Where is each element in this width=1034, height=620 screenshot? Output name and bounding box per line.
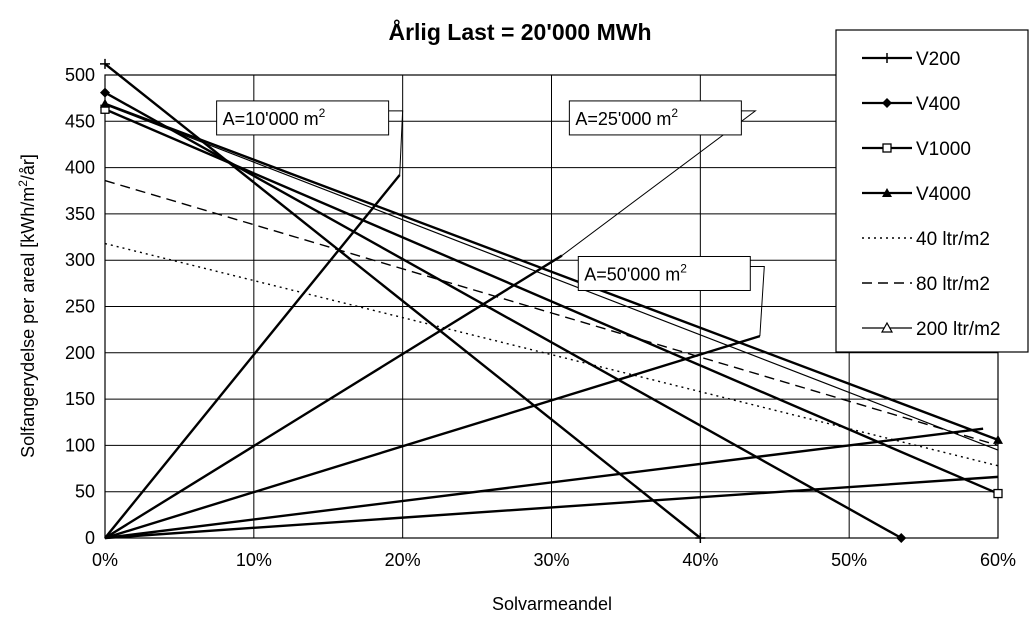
- chart-title: Årlig Last = 20'000 MWh: [388, 18, 651, 45]
- area-line-3: [104, 334, 761, 540]
- annotation-sup: 2: [680, 261, 687, 275]
- y-tick-label: 300: [65, 250, 95, 270]
- area-line-1: [104, 174, 401, 539]
- x-tick-label: 40%: [682, 550, 718, 570]
- area-line-4: [104, 427, 984, 540]
- area-lines-group: [104, 174, 999, 540]
- series-point-v200: [100, 58, 110, 69]
- y-tick-label: 350: [65, 204, 95, 224]
- y-tick-label: 0: [85, 528, 95, 548]
- series-point-v200: [695, 533, 706, 543]
- annotations-group: A=10'000 m2 A=25'000 m2A=50'000 m2: [216, 100, 765, 337]
- y-tick-label: 250: [65, 297, 95, 317]
- x-tick-label: 10%: [236, 550, 272, 570]
- legend-label-80-ltr-m2: 80 ltr/m2: [916, 274, 990, 295]
- legend-label-v400: V400: [916, 94, 960, 115]
- legend: V200 V400 V1000 V4000 40 ltr/m2 80 ltr/m2 200 …: [835, 29, 1029, 353]
- x-axis-ticks: 0% 10% 20% 30% 40% 50% 60%: [92, 550, 1016, 570]
- legend-label-v200: V200: [916, 49, 960, 70]
- y-tick-label: 450: [65, 111, 95, 131]
- legend-label-v4000: V4000: [916, 184, 971, 205]
- annotation-box-1: [216, 100, 390, 136]
- x-tick-label: 60%: [980, 550, 1016, 570]
- annotation-sup: 2: [319, 106, 326, 120]
- series-line-80-ltr-m2: [104, 179, 999, 447]
- y-tick-label: 500: [65, 65, 95, 85]
- series-line-200-ltr-m2: [104, 104, 999, 451]
- y-axis-label-sup: 2: [16, 180, 30, 187]
- annotation-label-3: A=50'000 m2: [584, 261, 687, 284]
- area-line-2: [104, 254, 563, 540]
- legend-marker-v200: [882, 53, 892, 63]
- legend-marker-v1000: [882, 143, 892, 153]
- series-group: [100, 58, 1003, 543]
- annotation-label-1: A=10'000 m2: [223, 106, 326, 129]
- y-tick-label: 400: [65, 158, 95, 178]
- legend-box: [835, 29, 1029, 353]
- annotation-leader-1: [388, 110, 404, 176]
- series-point-v1000: [993, 488, 1003, 499]
- annotation-text: A=25'000 m: [575, 109, 671, 129]
- series-line-v1000: [104, 108, 999, 495]
- legend-label-40-ltr-m2: 40 ltr/m2: [916, 229, 990, 250]
- legend-marker-v4000: [882, 188, 892, 197]
- y-tick-label: 200: [65, 343, 95, 363]
- annotation-leader-2: [561, 110, 757, 256]
- annotation-sup: 2: [671, 106, 678, 120]
- x-tick-label: 30%: [533, 550, 569, 570]
- annotation-label-2: A=25'000 m2: [575, 106, 678, 129]
- legend-marker-v400: [882, 98, 892, 108]
- area-line-5: [104, 475, 999, 540]
- x-axis-label: Solvarmeandel: [492, 594, 612, 614]
- annotation-text: A=50'000 m: [584, 264, 680, 284]
- series-point-v400: [896, 533, 907, 543]
- y-axis-label-tail: /år]: [18, 154, 38, 180]
- y-axis-label: Solfangerydelse per areal [kWh/m2/år]: [16, 154, 38, 458]
- series-point-v400: [100, 87, 110, 98]
- annotation-box-2: [568, 100, 742, 136]
- legend-label-200-ltr-m2: 200 ltr/m2: [916, 319, 1000, 340]
- y-tick-label: 100: [65, 435, 95, 455]
- legend-label-v1000: V1000: [916, 139, 971, 160]
- series-line-v4000: [104, 102, 999, 441]
- x-tick-label: 20%: [385, 550, 421, 570]
- annotation-text: A=10'000 m: [223, 109, 319, 129]
- series-point-v4000: [993, 434, 1003, 444]
- y-axis-ticks: 0 50 100 150 200 250 300 350 400 450 500: [65, 65, 95, 548]
- x-tick-label: 50%: [831, 550, 867, 570]
- y-tick-label: 50: [75, 482, 95, 502]
- x-tick-label: 0%: [92, 550, 118, 570]
- y-axis-label-main: Solfangerydelse per areal [kWh/m: [18, 187, 38, 458]
- annotation-leader-3: [750, 265, 765, 337]
- annotation-box-3: [577, 255, 751, 291]
- legend-marker-200-ltr-m2: [880, 321, 894, 333]
- y-tick-label: 150: [65, 389, 95, 409]
